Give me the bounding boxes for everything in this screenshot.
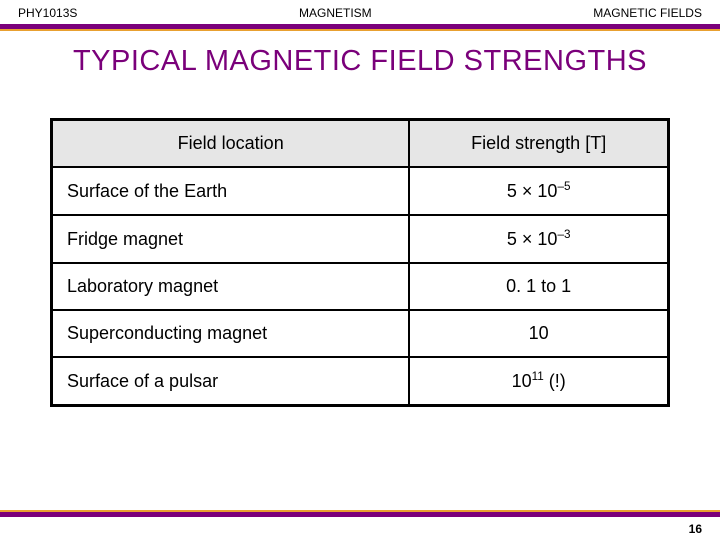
table-container: Field location Field strength [T] Surfac… — [0, 118, 720, 407]
cell-value: 5 × 10–5 — [409, 167, 668, 215]
slide-header: PHY1013S MAGNETISM MAGNETIC FIELDS — [0, 0, 720, 24]
table-row: Surface of a pulsar1011 (!) — [52, 357, 669, 406]
table-header-row: Field location Field strength [T] — [52, 120, 669, 168]
cell-value: 10 — [409, 310, 668, 357]
col-header-strength: Field strength [T] — [409, 120, 668, 168]
cell-value: 1011 (!) — [409, 357, 668, 406]
page-number: 16 — [689, 522, 702, 536]
header-left: PHY1013S — [18, 6, 77, 20]
cell-value: 5 × 10–3 — [409, 215, 668, 263]
page-title: TYPICAL MAGNETIC FIELD STRENGTHS — [0, 45, 720, 78]
cell-location: Surface of the Earth — [52, 167, 410, 215]
top-orange-rule — [0, 29, 720, 31]
cell-location: Surface of a pulsar — [52, 357, 410, 406]
header-right: MAGNETIC FIELDS — [593, 6, 702, 20]
cell-location: Laboratory magnet — [52, 263, 410, 310]
cell-value: 0. 1 to 1 — [409, 263, 668, 310]
table-row: Fridge magnet5 × 10–3 — [52, 215, 669, 263]
table-row: Surface of the Earth5 × 10–5 — [52, 167, 669, 215]
bottom-purple-rule — [0, 512, 720, 517]
cell-location: Fridge magnet — [52, 215, 410, 263]
header-center: MAGNETISM — [299, 6, 372, 20]
table-row: Superconducting magnet10 — [52, 310, 669, 357]
cell-location: Superconducting magnet — [52, 310, 410, 357]
field-strength-table: Field location Field strength [T] Surfac… — [50, 118, 670, 407]
col-header-location: Field location — [52, 120, 410, 168]
table-row: Laboratory magnet0. 1 to 1 — [52, 263, 669, 310]
